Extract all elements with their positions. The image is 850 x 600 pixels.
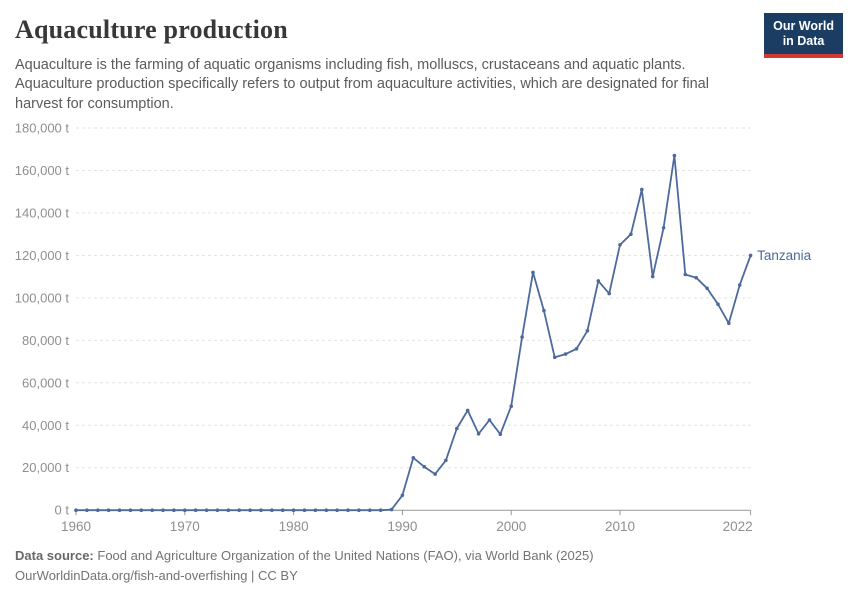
x-tick-label: 1990 <box>387 519 417 534</box>
owid-logo-line2: in Data <box>782 33 825 48</box>
data-point[interactable] <box>672 153 677 158</box>
x-tick-label: 2000 <box>496 519 526 534</box>
data-point[interactable] <box>346 508 350 512</box>
data-point[interactable] <box>455 426 459 431</box>
data-point[interactable] <box>215 508 220 512</box>
chart-footer: Data source: Food and Agriculture Organi… <box>15 546 594 586</box>
data-point[interactable] <box>291 508 296 512</box>
data-point[interactable] <box>400 493 405 498</box>
data-point[interactable] <box>389 507 394 512</box>
y-tick-label: 40,000 t <box>22 418 69 433</box>
x-tick-label: 1980 <box>279 519 309 534</box>
data-point[interactable] <box>650 274 655 279</box>
data-point[interactable] <box>259 508 263 512</box>
data-point[interactable] <box>563 352 568 356</box>
data-point[interactable] <box>716 302 720 307</box>
x-tick-label: 1960 <box>61 519 91 534</box>
data-point[interactable] <box>748 253 753 258</box>
data-point[interactable] <box>422 464 427 469</box>
data-point[interactable] <box>324 508 329 512</box>
data-point[interactable] <box>280 508 285 512</box>
data-point[interactable] <box>150 508 154 512</box>
page-title: Aquaculture production <box>15 15 288 44</box>
data-point[interactable] <box>444 458 448 463</box>
data-point[interactable] <box>204 508 209 512</box>
data-point[interactable] <box>683 272 688 277</box>
data-point[interactable] <box>226 508 231 512</box>
data-point[interactable] <box>737 283 742 287</box>
data-point[interactable] <box>106 508 111 512</box>
data-point[interactable] <box>411 456 416 460</box>
y-tick-label: 80,000 t <box>22 333 69 348</box>
data-point[interactable] <box>618 243 622 247</box>
data-point[interactable] <box>640 187 644 192</box>
x-tick-label: 2010 <box>605 519 635 534</box>
data-point[interactable] <box>357 508 361 512</box>
data-point[interactable] <box>552 355 557 360</box>
data-point[interactable] <box>520 335 524 339</box>
data-point[interactable] <box>694 275 698 280</box>
data-point[interactable] <box>476 432 481 436</box>
y-tick-label: 20,000 t <box>22 460 69 475</box>
data-point[interactable] <box>117 508 122 512</box>
data-point[interactable] <box>237 508 241 512</box>
data-point[interactable] <box>465 408 470 413</box>
data-point[interactable] <box>193 508 198 512</box>
y-tick-label: 120,000 t <box>15 248 70 263</box>
data-point[interactable] <box>161 508 165 512</box>
data-point[interactable] <box>487 418 492 422</box>
data-point[interactable] <box>183 508 187 512</box>
data-point[interactable] <box>596 279 601 283</box>
owid-logo[interactable]: Our World in Data <box>764 13 843 58</box>
entity-label[interactable]: Tanzania <box>757 248 812 263</box>
data-point[interactable] <box>705 286 709 291</box>
y-tick-label: 60,000 t <box>22 375 69 390</box>
footer-note[interactable]: OurWorldinData.org/fish-and-overfishing … <box>15 568 298 584</box>
x-tick-label: 1970 <box>170 519 200 534</box>
data-point[interactable] <box>531 270 535 275</box>
y-tick-label: 100,000 t <box>15 290 70 305</box>
data-point[interactable] <box>128 508 133 512</box>
data-point[interactable] <box>727 321 731 326</box>
data-point[interactable] <box>542 308 546 313</box>
y-tick-label: 0 t <box>55 503 70 518</box>
data-point[interactable] <box>270 508 274 512</box>
data-point[interactable] <box>96 508 100 512</box>
data-point[interactable] <box>248 508 252 512</box>
y-tick-label: 140,000 t <box>15 205 70 220</box>
data-point[interactable] <box>313 508 318 512</box>
data-point[interactable] <box>74 508 78 512</box>
y-tick-label: 160,000 t <box>15 163 70 178</box>
data-source-label: Data source: <box>15 548 94 563</box>
data-point[interactable] <box>629 232 633 236</box>
data-point[interactable] <box>509 404 513 409</box>
y-tick-label: 180,000 t <box>15 121 70 136</box>
owid-logo-line1: Our World <box>773 19 834 33</box>
data-point[interactable] <box>172 508 176 512</box>
data-point[interactable] <box>139 508 144 512</box>
data-point[interactable] <box>378 508 383 512</box>
x-tick-label: 2022 <box>723 519 753 534</box>
data-point[interactable] <box>607 291 611 296</box>
data-source-text: Food and Agriculture Organization of the… <box>97 548 594 563</box>
chart-subtitle: Aquaculture is the farming of aquatic or… <box>15 57 709 112</box>
data-point[interactable] <box>574 347 579 351</box>
data-point[interactable] <box>661 226 666 230</box>
data-point[interactable] <box>335 508 339 512</box>
data-point[interactable] <box>585 329 590 333</box>
data-point[interactable] <box>85 508 89 512</box>
data-point[interactable] <box>498 432 503 437</box>
data-source-line: Data source: Food and Agriculture Organi… <box>15 546 594 566</box>
data-point[interactable] <box>302 508 307 512</box>
data-point[interactable] <box>368 508 372 512</box>
data-point[interactable] <box>433 472 437 476</box>
